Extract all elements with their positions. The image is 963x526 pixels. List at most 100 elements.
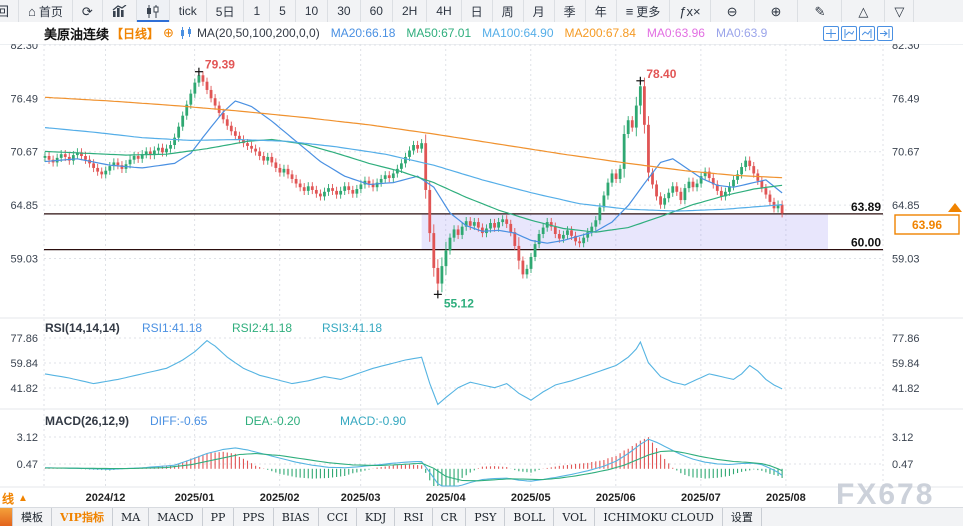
- triangle-icon: △: [858, 3, 869, 19]
- home-button[interactable]: ⌂ 首页: [19, 0, 73, 22]
- price-annotation: 79.39: [205, 58, 235, 72]
- tab-settings[interactable]: 设置: [723, 508, 762, 526]
- candle: [80, 152, 83, 157]
- line-chart-button[interactable]: [102, 0, 137, 22]
- svg-text:DEA:-0.20: DEA:-0.20: [245, 414, 301, 428]
- candle: [59, 154, 63, 158]
- candle: [67, 156, 71, 161]
- x-axis-label: 2024/12: [86, 492, 126, 504]
- candle: [549, 222, 553, 227]
- back-button[interactable]: 回: [0, 0, 20, 22]
- interval-2h[interactable]: 2H: [392, 0, 428, 22]
- candle: [400, 163, 403, 169]
- indicator-line: [44, 100, 783, 244]
- candle: [225, 119, 229, 126]
- candle: [108, 166, 112, 171]
- tab-boll[interactable]: BOLL: [505, 508, 555, 526]
- tab-pp[interactable]: PP: [203, 508, 235, 526]
- svg-text:77.86: 77.86: [892, 333, 920, 345]
- tab-macd[interactable]: MACD: [149, 508, 203, 526]
- pan-icon[interactable]: [823, 25, 839, 41]
- tab-vip-indicators[interactable]: VIP指标: [52, 508, 113, 526]
- candle: [687, 181, 691, 189]
- shapes2-button[interactable]: ▽: [885, 0, 915, 22]
- y-axis-label: 76.49: [10, 93, 38, 105]
- interval-10[interactable]: 10: [295, 0, 329, 22]
- candle: [379, 178, 383, 183]
- candle: [732, 179, 735, 187]
- candle: [476, 222, 480, 228]
- candle: [84, 156, 87, 160]
- candle: [643, 86, 646, 125]
- zoom-in-button[interactable]: ⊕: [754, 0, 799, 22]
- candle: [667, 192, 671, 199]
- interval-tick[interactable]: tick: [169, 0, 207, 22]
- tab-psy[interactable]: PSY: [466, 508, 506, 526]
- back-icon: 回: [0, 5, 9, 18]
- right-scale-icon[interactable]: [859, 25, 875, 41]
- candle: [699, 176, 703, 184]
- candle: [242, 139, 245, 144]
- interval-60[interactable]: 60: [360, 0, 393, 22]
- tab-bias[interactable]: BIAS: [274, 508, 319, 526]
- candle: [221, 112, 225, 120]
- formula-button[interactable]: ƒx×: [670, 0, 711, 22]
- interval-quarter[interactable]: 季: [554, 0, 586, 22]
- shapes-button[interactable]: △: [842, 0, 886, 22]
- candle: [47, 156, 51, 160]
- tab-ma[interactable]: MA: [113, 508, 150, 526]
- draw-button[interactable]: ✎: [798, 0, 843, 22]
- candle: [371, 183, 375, 188]
- candle: [764, 188, 768, 195]
- candle: [780, 204, 784, 214]
- candle: [169, 145, 172, 149]
- interval-5[interactable]: 5: [270, 0, 296, 22]
- add-indicator-icon[interactable]: ⊕: [163, 25, 174, 40]
- draw-line-button[interactable]: 线 ▲: [2, 490, 28, 507]
- interval-month[interactable]: 月: [523, 0, 555, 22]
- interval-day[interactable]: 日: [461, 0, 493, 22]
- interval-week-label: 周: [501, 4, 514, 19]
- candle: [541, 227, 545, 235]
- drawn-rectangle-zone[interactable]: [421, 213, 828, 250]
- ma-value: MA0:63.9: [715, 26, 768, 40]
- zoom-out-button[interactable]: ⊖: [710, 0, 755, 22]
- left-scale-icon[interactable]: [841, 25, 857, 41]
- zoom-out-icon: ⊖: [726, 3, 738, 19]
- interval-year[interactable]: 年: [585, 0, 617, 22]
- candlestick-button[interactable]: [136, 0, 170, 22]
- tab-cci[interactable]: CCI: [319, 508, 357, 526]
- interval-30[interactable]: 30: [328, 0, 361, 22]
- shift-right-icon[interactable]: [877, 25, 893, 41]
- tab-vol[interactable]: VOL: [554, 508, 596, 526]
- price-chart-svg: 82.30 82.30 76.49 76.49 70.67 70.67 64.85 64.85…: [0, 40, 963, 511]
- candle: [193, 82, 197, 94]
- formula-icon: ƒx×: [679, 3, 701, 19]
- tab-kdj[interactable]: KDJ: [357, 508, 396, 526]
- svg-text:0.47: 0.47: [892, 459, 913, 471]
- home-button-label: 首页: [38, 4, 63, 19]
- candle: [703, 171, 707, 177]
- tab-ichimoku[interactable]: ICHIMOKU CLOUD: [595, 508, 723, 526]
- tab-cr[interactable]: CR: [433, 508, 467, 526]
- indicator-line: [44, 339, 783, 406]
- y-axis-label: 64.85: [10, 200, 38, 212]
- tab-rsi[interactable]: RSI: [395, 508, 433, 526]
- interval-4h[interactable]: 4H: [427, 0, 462, 22]
- candle: [140, 154, 144, 159]
- tab-pps[interactable]: PPS: [234, 508, 274, 526]
- interval-1[interactable]: 1: [244, 0, 271, 22]
- interval-week[interactable]: 周: [492, 0, 524, 22]
- candle: [525, 268, 529, 275]
- interval-5d[interactable]: 5日: [206, 0, 245, 22]
- tabbar-lead-icon[interactable]: [0, 508, 13, 526]
- candle: [634, 105, 638, 128]
- refresh-button[interactable]: ⟳: [72, 0, 103, 22]
- more-button[interactable]: ≡ 更多: [616, 0, 671, 22]
- candle: [489, 222, 492, 229]
- candle: [229, 125, 233, 132]
- candle: [736, 174, 739, 180]
- chart-area[interactable]: 82.30 82.30 76.49 76.49 70.67 70.67 64.85 64.85…: [0, 40, 963, 511]
- tab-template[interactable]: 模板: [13, 508, 52, 526]
- scroll-latest-arrow[interactable]: [948, 203, 962, 212]
